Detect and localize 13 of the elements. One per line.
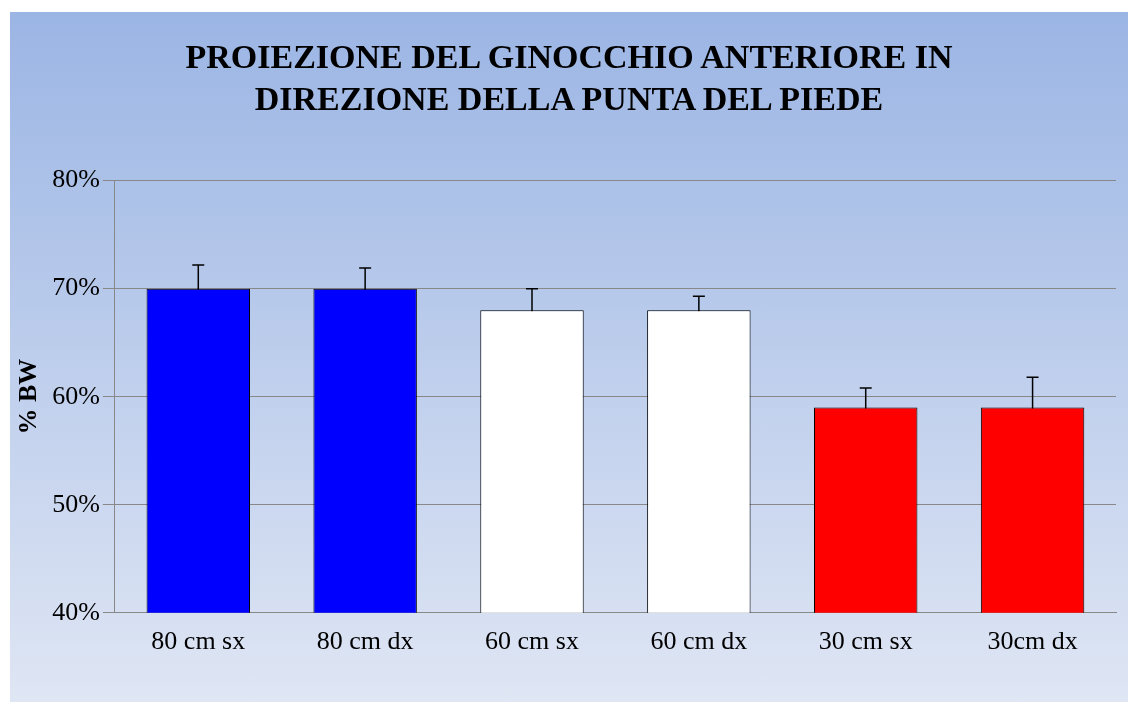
y-tick-label: 40% <box>52 596 100 626</box>
y-tick-label: 70% <box>52 272 100 302</box>
x-tick-label: 80 cm sx <box>151 626 246 656</box>
y-tick-label: 60% <box>52 380 100 410</box>
y-tick-label: 80% <box>52 164 100 194</box>
chart-title: PROIEZIONE DEL GINOCCHIO ANTERIORE IN DIREZIONE DELLA PUNTA DEL PIEDE <box>184 37 954 119</box>
x-tick-label: 60 cm sx <box>485 626 579 656</box>
x-tick-label: 30 cm sx <box>818 626 913 656</box>
x-tick-label: 60 cm dx <box>650 626 748 656</box>
y-tick-label: 50% <box>52 488 100 518</box>
y-axis-title: % BW <box>13 358 43 435</box>
x-tick-label: 30cm dx <box>987 626 1078 656</box>
x-tick-label: 80 cm dx <box>316 626 414 656</box>
